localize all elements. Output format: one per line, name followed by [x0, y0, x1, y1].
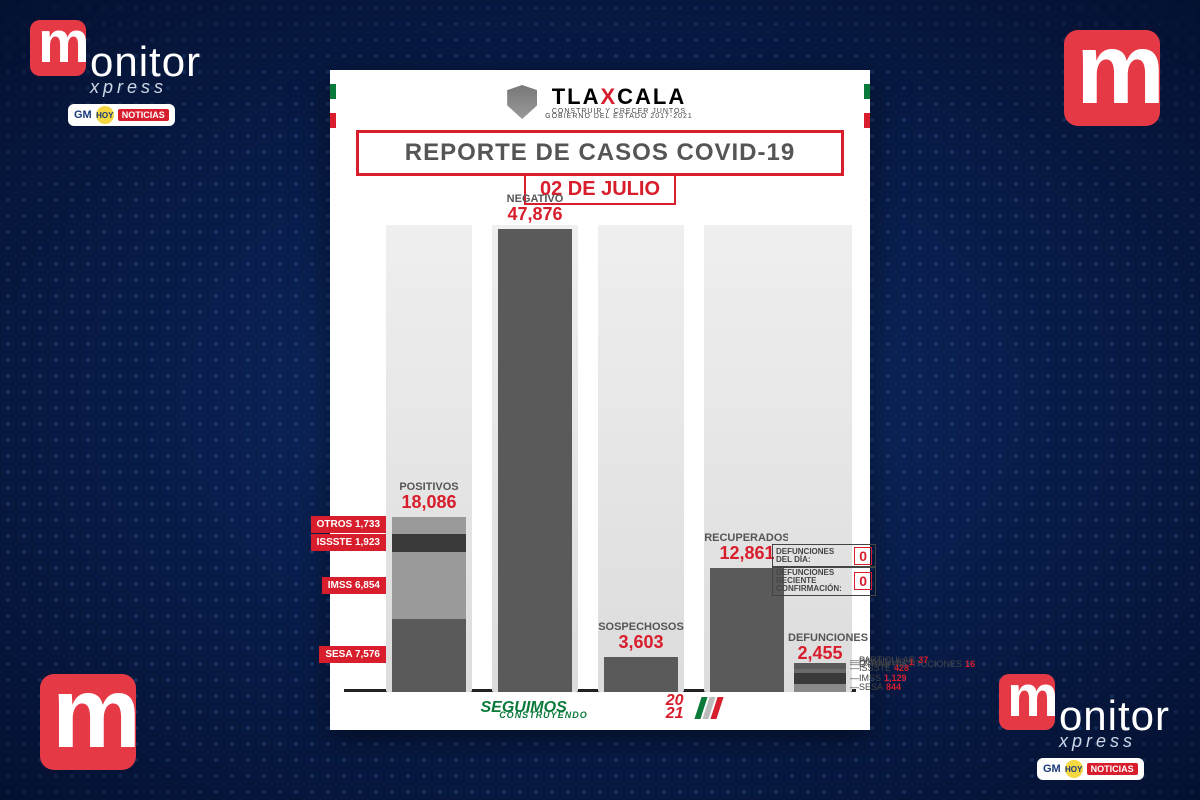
segment-side-label: SESA 7,576 [319, 646, 386, 663]
bar-segment [392, 552, 466, 618]
logo-xpress: xpress [1059, 731, 1136, 752]
card-footer: SEGUIMOS CONSTRUYENDO 20 21 [340, 694, 860, 722]
report-title: REPORTE DE CASOS COVID-19 [356, 130, 845, 176]
bar-segment [794, 663, 846, 665]
bar-stack: —SESA 844—IMSS 1,129—ISSSTE 428—OTRAS IN… [794, 668, 846, 692]
bar-value: 2,455 [788, 643, 852, 664]
logo-xpress: xpress [90, 77, 167, 98]
m-icon-top-right [1064, 30, 1160, 126]
report-card: TLAXCALA CONSTRUIR Y CRECER JUNTOS GOBIE… [330, 70, 870, 730]
bar-segment [794, 669, 846, 673]
segment-right-label: —SESA 844 [850, 682, 901, 692]
card-header: TLAXCALA CONSTRUIR Y CRECER JUNTOS GOBIE… [340, 84, 860, 205]
m-icon-bottom-left [40, 674, 136, 770]
segment-right-label: —IMSS 1,129 [850, 673, 907, 683]
defunciones-box: DEFUNCIONES RECIENTE CONFIRMACIÓN:0 [772, 566, 876, 596]
bar-slot: NEGATIVO47,876 [492, 225, 578, 692]
state-name: TLAXCALA [552, 84, 687, 110]
bar-slot: SOSPECHOSOS3,603 [598, 225, 684, 692]
bar-slot: DEFUNCIONES2,455—SESA 844—IMSS 1,129—ISS… [788, 225, 852, 692]
bar-value: 18,086 [386, 492, 472, 513]
bar-segment [392, 517, 466, 534]
bar-segment [794, 667, 846, 669]
bar-segment [392, 619, 466, 692]
covid-bar-chart: SEGUIMOS CONSTRUYENDO 20 21 POSITIVOS18,… [340, 217, 860, 722]
bar-solid [498, 229, 572, 692]
bar-slot: RECUPERADOS12,861 [704, 225, 790, 692]
bar-segment [794, 684, 846, 692]
segment-side-label: IMSS 6,854 [322, 577, 386, 594]
bar-slot: POSITIVOS18,086SESA 7,576IMSS 6,854ISSST… [386, 225, 472, 692]
logo-m-icon [30, 20, 86, 76]
gov: GOBIERNO DEL ESTADO 2017-2021 [545, 113, 693, 120]
segment-side-label: OTROS 1,733 [311, 516, 386, 533]
bar-segment [794, 673, 846, 684]
bar-solid [604, 657, 678, 692]
defunciones-box: DEFUNCIONES DEL DÍA:0 [772, 544, 876, 568]
bar-stack: SESA 7,576IMSS 6,854ISSSTE 1,923OTROS 1,… [392, 517, 466, 692]
bar-value: 3,603 [598, 632, 684, 653]
segment-side-label: ISSSTE 1,923 [311, 534, 386, 551]
gm-badge: GM HOY NOTICIAS [68, 104, 175, 126]
logo-bottom-right: onitor xpress GM HOY NOTICIAS [999, 674, 1170, 780]
shield-icon [507, 85, 537, 119]
bar-segment [392, 534, 466, 553]
gm-badge: GM HOY NOTICIAS [1037, 758, 1144, 780]
segment-right-label: —PARTICULAR 37 [850, 655, 928, 665]
bar-value: 47,876 [492, 204, 578, 225]
bar-segment [794, 665, 846, 667]
logo-top-left: onitor xpress GM HOY NOTICIAS [30, 20, 201, 126]
logo-m-icon [999, 674, 1055, 730]
